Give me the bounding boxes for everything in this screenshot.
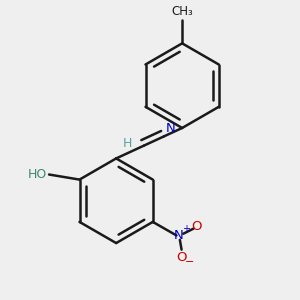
Text: O: O — [191, 220, 202, 233]
Text: N: N — [173, 229, 183, 242]
Text: HO: HO — [28, 168, 47, 181]
Text: −: − — [185, 256, 195, 266]
Text: +: + — [182, 224, 190, 234]
Text: H: H — [123, 137, 132, 150]
Text: O: O — [176, 251, 187, 264]
Text: CH₃: CH₃ — [171, 5, 193, 18]
Text: N: N — [165, 122, 175, 135]
